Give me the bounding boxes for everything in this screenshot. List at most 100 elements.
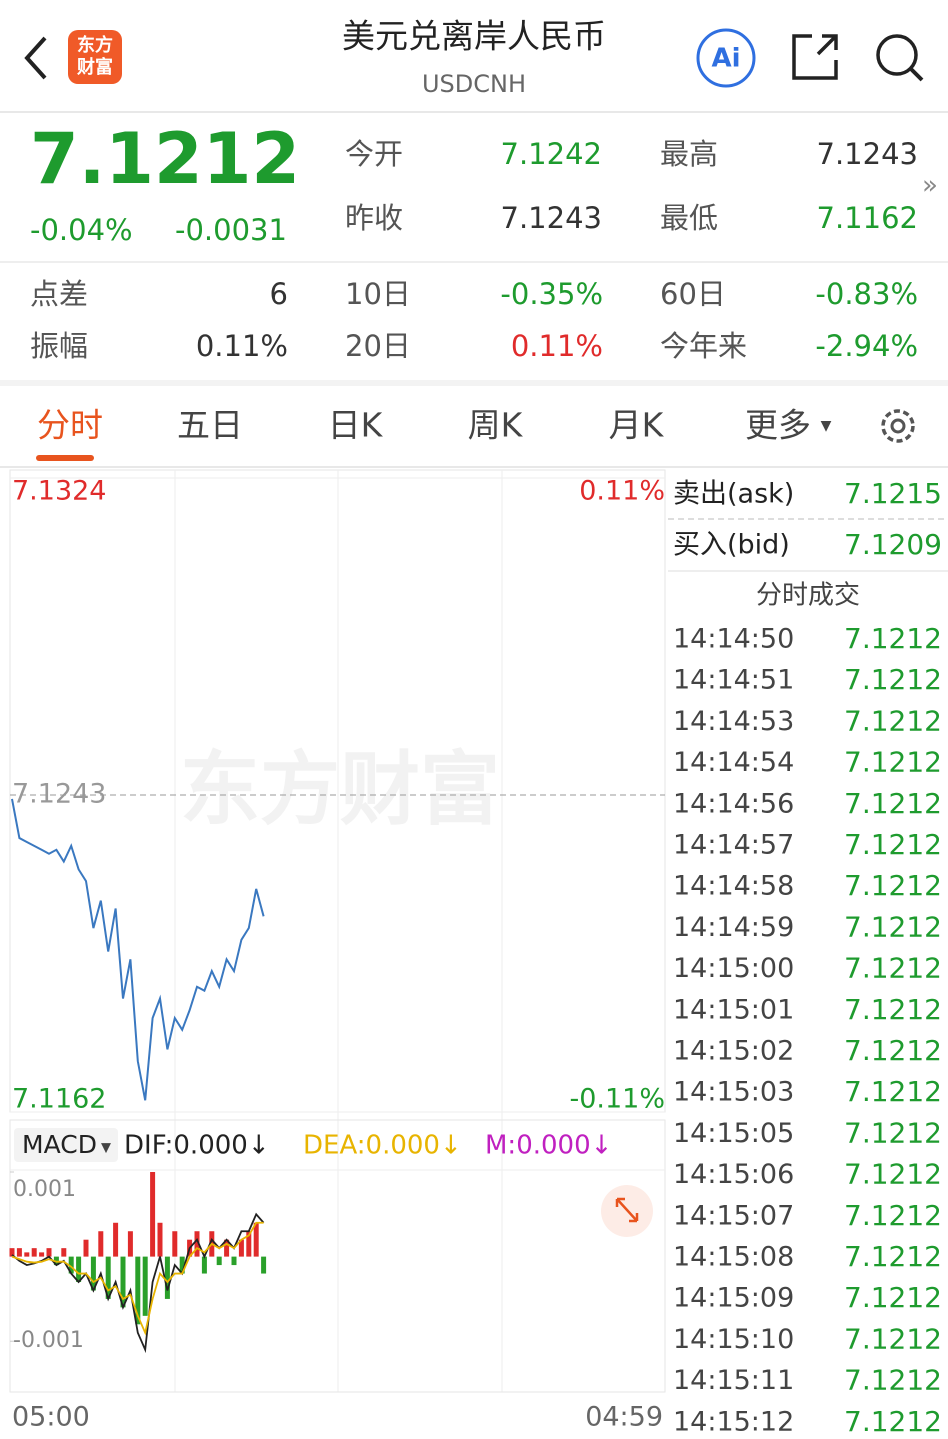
logo[interactable] (68, 30, 122, 84)
macd-bar (24, 1252, 30, 1257)
macd-bar (46, 1248, 52, 1257)
ask-label: 卖出(ask) (673, 479, 794, 510)
subtitle: USDCNH (422, 70, 526, 98)
macd-bar (113, 1222, 119, 1257)
trade-time: 14:14:53 (673, 706, 794, 737)
macd-bar (135, 1256, 141, 1325)
y-tick-label: 7.1243 (12, 779, 106, 810)
trades-title: 分时成交 (756, 581, 860, 611)
macd-bar (150, 1172, 156, 1257)
trade-price: 7.1212 (844, 704, 942, 737)
macd-bar (261, 1256, 267, 1274)
stat-label: 最高 (660, 137, 718, 171)
macd-bar (39, 1252, 45, 1257)
metric-value: -0.35% (500, 277, 603, 311)
macd-bar (238, 1239, 244, 1257)
expand-arrow[interactable]: » (922, 171, 938, 201)
trade-price: 7.1212 (844, 663, 942, 696)
tab-indicator (36, 455, 94, 461)
search-button[interactable] (876, 34, 918, 76)
trade-time: 14:15:05 (673, 1118, 794, 1149)
fullscreen-icon (615, 1197, 639, 1223)
ask-value: 7.1215 (844, 477, 942, 510)
y-tick-label: 0.001 (13, 1177, 76, 1202)
x-tick-label: 05:00 (12, 1402, 90, 1433)
trade-price: 7.1212 (844, 1281, 942, 1314)
price-line (11, 798, 265, 1101)
macd-bar (90, 1256, 96, 1291)
macd-bar (16, 1248, 22, 1257)
trade-price: 7.1212 (844, 1116, 942, 1149)
tab[interactable]: 更多 (745, 406, 811, 445)
y-tick-label: -0.001 (13, 1328, 84, 1353)
macd-bar (76, 1256, 82, 1282)
trade-price: 7.1212 (844, 952, 942, 985)
macd-bar (194, 1231, 200, 1257)
trade-time: 14:15:10 (673, 1324, 794, 1355)
macd-bar (9, 1248, 15, 1257)
trade-time: 14:15:08 (673, 1242, 794, 1273)
change: -0.0031 (175, 213, 287, 247)
macd-bar (31, 1248, 37, 1257)
trade-price: 7.1212 (844, 910, 942, 943)
tab[interactable]: 五日 (177, 406, 243, 445)
ai-label: Ai (711, 44, 740, 74)
legend-entry: DEA:0.000↓ (303, 1131, 462, 1161)
y-tick-label: 7.1162 (12, 1084, 106, 1115)
trade-price: 7.1212 (844, 1034, 942, 1067)
metric-value: 0.11% (511, 329, 603, 363)
settings-button[interactable] (881, 409, 915, 443)
metric-label: 20日 (345, 329, 411, 363)
trade-price: 7.1212 (844, 1158, 942, 1191)
macd-bar (179, 1256, 185, 1274)
x-tick-label: 04:59 (585, 1402, 663, 1433)
gear (881, 409, 915, 443)
price: 7.1212 (30, 118, 300, 200)
share-button[interactable] (792, 34, 838, 80)
gear-hub (890, 418, 906, 434)
trade-time: 14:15:07 (673, 1200, 794, 1231)
metric-label: 点差 (30, 277, 88, 311)
trade-price: 7.1212 (844, 1199, 942, 1232)
macd-bar (68, 1256, 74, 1274)
tab[interactable]: 日K (328, 406, 384, 445)
trade-price: 7.1212 (844, 1364, 942, 1397)
trade-time: 14:15:00 (673, 953, 794, 984)
trade-price: 7.1212 (844, 869, 942, 902)
legend-entry: M:0.000↓ (485, 1131, 612, 1161)
dropdown-arrow: ▼ (101, 1141, 111, 1156)
trade-time: 14:14:57 (673, 830, 794, 861)
ai-button[interactable] (696, 28, 756, 88)
trade-price: 7.1212 (844, 622, 942, 655)
watermark: 东方财富 (180, 743, 500, 836)
trade-price: 7.1212 (844, 993, 942, 1026)
macd-bar (246, 1231, 252, 1257)
tab[interactable]: 月K (609, 406, 665, 445)
metric-label: 10日 (345, 277, 411, 311)
metric-label: 60日 (660, 277, 726, 311)
trade-price: 7.1212 (844, 828, 942, 861)
indicator-picker[interactable] (14, 1128, 118, 1162)
tab[interactable]: 分时 (37, 406, 103, 445)
trade-time: 14:15:02 (673, 1036, 794, 1067)
trade-price: 7.1212 (844, 746, 942, 779)
dropdown-arrow: ▼ (821, 418, 832, 434)
macd-line (11, 1212, 265, 1354)
macd-bar (216, 1256, 222, 1266)
trade-time: 14:15:09 (673, 1283, 794, 1314)
trade-time: 14:14:51 (673, 665, 794, 696)
tab[interactable]: 周K (468, 406, 524, 445)
stat-label: 昨收 (345, 201, 403, 235)
macd-bar (83, 1239, 89, 1257)
y-tick-label: 7.1324 (12, 476, 106, 507)
metric-value: -0.83% (815, 277, 918, 311)
macd-bar (127, 1231, 133, 1257)
trade-time: 14:14:50 (673, 624, 794, 655)
macd-bar (164, 1256, 170, 1299)
indicator-name: MACD (22, 1130, 97, 1159)
search-handle (909, 67, 924, 82)
stat-label: 今开 (345, 137, 403, 171)
pct-label: -0.11% (569, 1084, 665, 1115)
stat-value: 7.1243 (817, 137, 918, 171)
back-button[interactable] (24, 36, 47, 80)
